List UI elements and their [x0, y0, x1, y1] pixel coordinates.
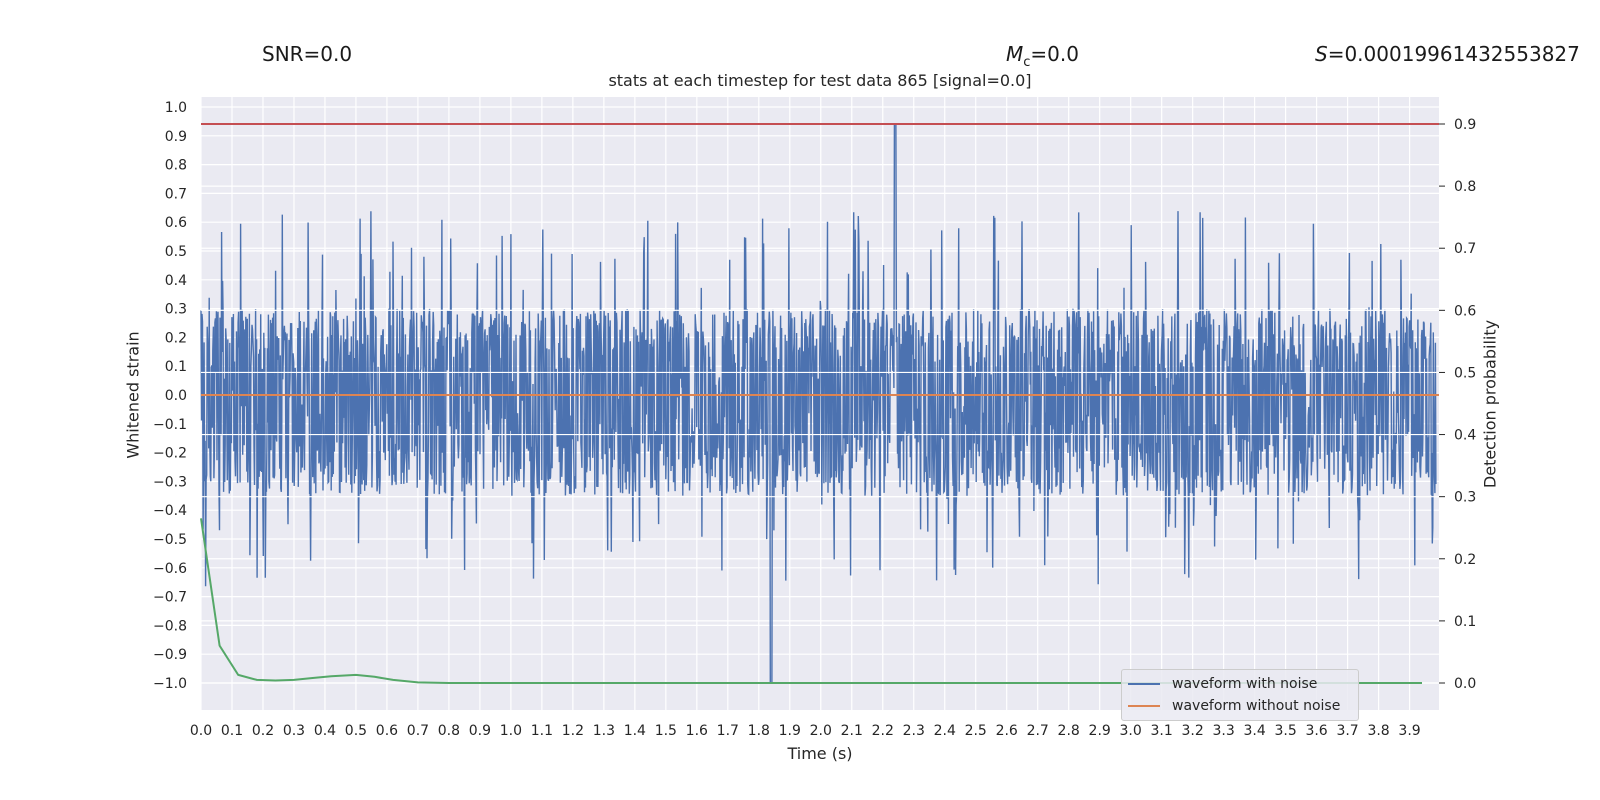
- x-tick-label: 2.9: [1089, 723, 1111, 739]
- x-tick-label: 1.8: [748, 723, 770, 739]
- legend-item-clean: waveform without noise: [1128, 697, 1340, 715]
- x-tick-label: 1.6: [686, 723, 708, 739]
- x-tick-label: 0.4: [314, 723, 336, 739]
- x-tick-label: 1.2: [562, 723, 584, 739]
- y-tick-label-left: −0.7: [153, 590, 187, 606]
- x-tick-label: 3.7: [1336, 723, 1358, 739]
- y-tick-label-left: −0.1: [153, 417, 187, 433]
- x-tick-label: 3.8: [1367, 723, 1389, 739]
- x-tick-label: 0.7: [407, 723, 429, 739]
- x-tick-label: 3.0: [1120, 723, 1142, 739]
- y-tick-label-left: 0.7: [165, 186, 187, 202]
- y-tick-label-right: 0.6: [1454, 303, 1476, 319]
- x-tick-label: 2.3: [903, 723, 925, 739]
- y-tick-label-left: −1.0: [153, 676, 187, 692]
- y-tick-label-left: 0.4: [165, 273, 187, 289]
- y-tick-label-right: 0.0: [1454, 676, 1476, 692]
- legend-label-clean: waveform without noise: [1172, 698, 1341, 714]
- x-tick-label: 3.1: [1151, 723, 1173, 739]
- y-tick-label-left: −0.4: [153, 503, 187, 519]
- y-tick-label-left: 0.6: [165, 215, 187, 231]
- series-detection-probability: [200, 518, 1422, 684]
- x-tick-label: 1.3: [593, 723, 615, 739]
- x-tick-label: 3.5: [1274, 723, 1296, 739]
- s-symbol: S: [1315, 42, 1328, 66]
- x-tick-label: 1.4: [624, 723, 646, 739]
- x-tick-label: 1.9: [779, 723, 801, 739]
- legend-label-noise: waveform with noise: [1172, 676, 1318, 692]
- x-tick-label: 0.1: [221, 723, 243, 739]
- x-tick-label: 0.2: [252, 723, 274, 739]
- x-tick-label: 2.4: [934, 723, 956, 739]
- y-tick-label-left: 0.8: [165, 158, 187, 174]
- y-tick-label-left: −0.9: [153, 647, 187, 663]
- x-tick-label: 2.0: [810, 723, 832, 739]
- x-tick-label: 2.5: [965, 723, 987, 739]
- y-tick-label-right: 0.3: [1454, 490, 1476, 506]
- legend-item-noise: waveform with noise: [1128, 675, 1317, 693]
- y-tick-label-left: −0.3: [153, 474, 187, 490]
- y-tick-label-left: 0.5: [165, 244, 187, 260]
- mc-subscript: c: [1023, 55, 1031, 70]
- y-axis-label-left: Whitened strain: [123, 331, 143, 459]
- x-tick-label: 0.8: [438, 723, 460, 739]
- y-tick-label-left: 0.1: [165, 359, 187, 375]
- x-tick-label: 2.1: [841, 723, 863, 739]
- y-tick-label-right: 0.5: [1454, 365, 1476, 381]
- y-tick-label-right: 0.2: [1454, 552, 1476, 568]
- legend: waveform with noise waveform without noi…: [1121, 669, 1359, 721]
- series-layer: [200, 123, 1439, 684]
- y-tick-label-right: 0.7: [1454, 241, 1476, 257]
- x-tick-label: 3.9: [1398, 723, 1420, 739]
- x-axis-label: Time (s): [787, 744, 853, 763]
- series-waveform-with-noise: [200, 123, 1437, 684]
- chart-title: stats at each timestep for test data 865…: [608, 71, 1032, 90]
- x-tick-label: 1.7: [717, 723, 739, 739]
- x-tick-label: 3.2: [1182, 723, 1204, 739]
- x-tick-label: 0.9: [469, 723, 491, 739]
- x-tick-label: 2.6: [996, 723, 1018, 739]
- y-tick-label-right: 0.8: [1454, 179, 1476, 195]
- chirp-mass-label: Mc=0.0: [1006, 42, 1079, 70]
- y-tick-label-left: 0.0: [165, 388, 187, 404]
- y-axis-label-right: Detection probability: [1480, 319, 1500, 489]
- x-tick-label: 2.2: [872, 723, 894, 739]
- y-tick-label-left: 0.9: [165, 129, 187, 145]
- y-tick-label-left: 0.2: [165, 330, 187, 346]
- legend-swatch-noise: [1128, 683, 1160, 685]
- x-tick-label: 0.0: [190, 723, 212, 739]
- y-tick-label-left: −0.6: [153, 561, 187, 577]
- x-tick-label: 0.6: [376, 723, 398, 739]
- x-tick-label: 2.7: [1027, 723, 1049, 739]
- x-tick-label: 3.3: [1212, 723, 1234, 739]
- x-tick-label: 0.5: [345, 723, 367, 739]
- mc-value: =0.0: [1030, 42, 1079, 66]
- y-tick-label-right: 0.4: [1454, 428, 1476, 444]
- x-tick-label: 2.8: [1058, 723, 1080, 739]
- x-tick-label: 3.6: [1305, 723, 1327, 739]
- y-tick-label-left: 1.0: [165, 100, 187, 116]
- snr-label: SNR=0.0: [262, 42, 353, 66]
- x-tick-label: 1.1: [531, 723, 553, 739]
- y-tick-label-left: −0.8: [153, 618, 187, 634]
- ticks: 0.0 0.1 0.2 0.3 0.4 0.5 0.6 0.7 0.8 0.9 1.0 1.1 1.2 1…: [153, 100, 1476, 739]
- x-tick-label: 1.5: [655, 723, 677, 739]
- x-tick-label: 3.4: [1243, 723, 1265, 739]
- legend-swatch-clean: [1128, 705, 1160, 707]
- s-label: S=0.00019961432553827: [1315, 42, 1580, 66]
- y-tick-label-left: 0.3: [165, 302, 187, 318]
- y-tick-label-left: −0.5: [153, 532, 187, 548]
- x-tick-label: 1.0: [500, 723, 522, 739]
- y-tick-label-left: −0.2: [153, 446, 187, 462]
- mc-symbol: M: [1006, 42, 1024, 66]
- y-tick-label-right: 0.1: [1454, 614, 1476, 630]
- s-value: =0.00019961432553827: [1327, 42, 1580, 66]
- x-tick-label: 0.3: [283, 723, 305, 739]
- y-tick-label-right: 0.9: [1454, 117, 1476, 133]
